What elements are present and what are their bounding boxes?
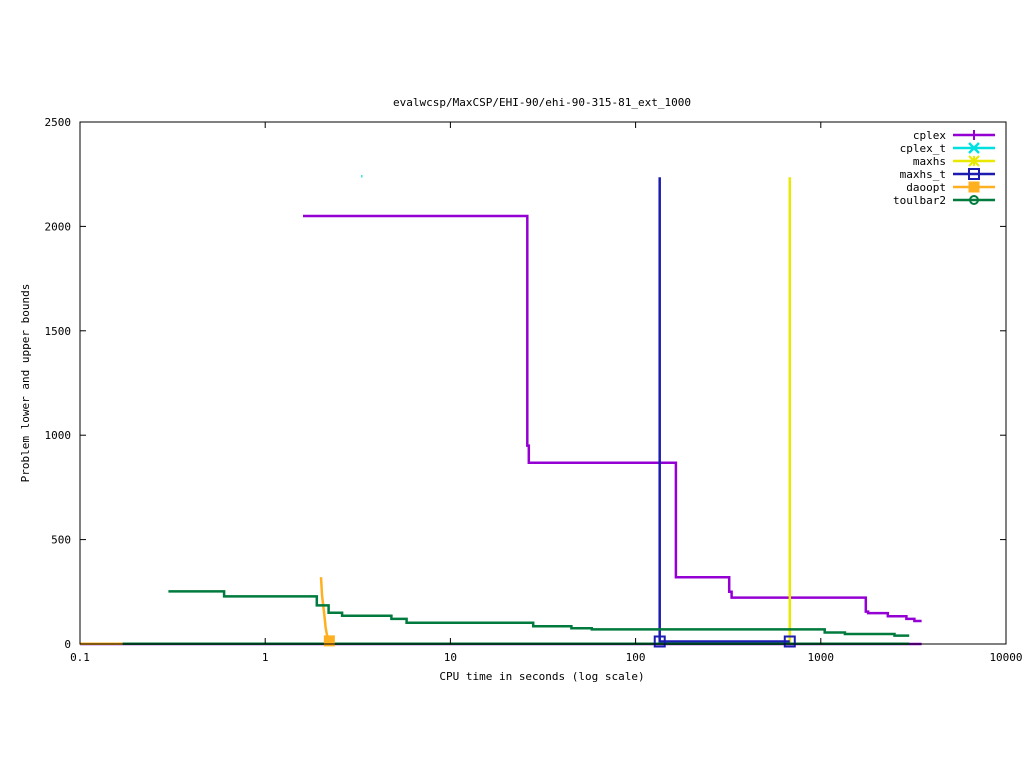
y-axis: 0 500 1000 1500 2000 2500 — [45, 116, 1006, 651]
legend-label: maxhs_t — [900, 168, 946, 181]
plot-area — [80, 175, 922, 648]
x-tick-label: 1 — [262, 651, 269, 664]
y-tick-label: 2500 — [45, 116, 72, 129]
legend-marker-toulbar2 — [969, 195, 979, 205]
legend-label: toulbar2 — [893, 194, 946, 207]
legend-item-cplex-t: cplex_t — [900, 142, 995, 155]
y-tick-label: 0 — [64, 638, 71, 651]
plot-frame — [79, 121, 1007, 645]
data-point-maxhs-t — [653, 635, 666, 648]
series-line-cplex — [303, 214, 922, 623]
legend-item-daoopt: daoopt — [906, 181, 995, 194]
legend-label: maxhs — [913, 155, 946, 168]
legend-item-maxhs: maxhs — [913, 155, 995, 168]
legend-marker-cplex-t — [968, 142, 980, 154]
legend-marker-daoopt — [968, 181, 980, 193]
legend-item-cplex: cplex — [913, 129, 995, 142]
y-tick-label: 1000 — [45, 429, 72, 442]
y-axis-label: Problem lower and upper bounds — [19, 284, 32, 483]
legend-label: cplex_t — [900, 142, 946, 155]
x-axis-label: CPU time in seconds (log scale) — [439, 670, 644, 683]
legend-label: daoopt — [906, 181, 946, 194]
data-point-maxhs-t — [783, 635, 796, 648]
x-tick-label: 1000 — [808, 651, 835, 664]
legend-item-maxhs-t: maxhs_t — [900, 168, 995, 181]
chart-title: evalwcsp/MaxCSP/EHI-90/ehi-90-315-81_ext… — [393, 96, 691, 109]
x-tick-label: 100 — [626, 651, 646, 664]
legend-label: cplex — [913, 129, 946, 142]
x-axis: 0.1 1 10 100 1000 10000 — [70, 122, 1023, 664]
x-tick-label: 10000 — [989, 651, 1022, 664]
x-tick-label: 0.1 — [70, 651, 90, 664]
data-point-daoopt — [323, 635, 335, 647]
legend-marker-cplex — [969, 130, 979, 140]
legend-item-toulbar2: toulbar2 — [893, 194, 995, 207]
y-tick-label: 1500 — [45, 325, 72, 338]
series-line-toulbar2 — [168, 590, 910, 637]
series-lines — [80, 175, 922, 646]
legend-marker-maxhs-t — [968, 168, 980, 180]
series-markers — [323, 635, 796, 648]
y-tick-label: 500 — [51, 534, 71, 547]
x-tick-label: 10 — [444, 651, 457, 664]
legend-marker-maxhs — [968, 155, 980, 167]
y-tick-label: 2000 — [45, 220, 72, 233]
